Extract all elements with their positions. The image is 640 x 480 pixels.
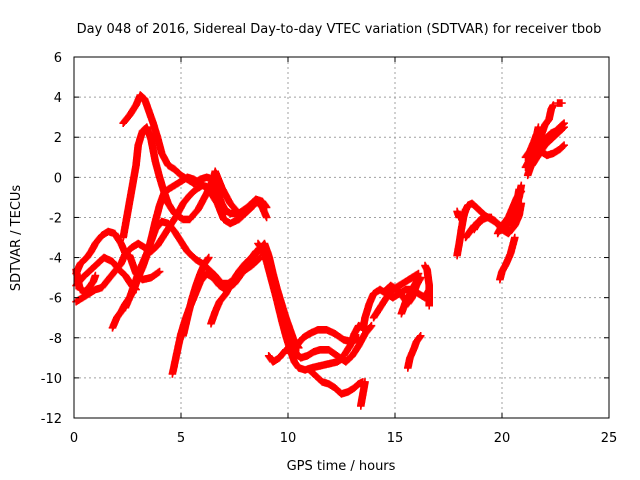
data-series [357,378,369,410]
data-point-markers [72,265,100,296]
y-tick-label: -12 [41,412,62,427]
data-point-markers [553,99,566,107]
y-tick-label: 6 [54,51,62,66]
y-tick-label: -6 [49,292,62,307]
data-point-markers [496,233,519,284]
x-tick-label: 10 [280,431,297,446]
data-point-markers [357,378,369,410]
data-series [508,181,526,224]
data-point-markers [508,181,526,224]
data-series [404,332,425,372]
data-series [496,233,519,284]
data-series [72,265,100,296]
x-axis-label: GPS time / hours [287,459,396,474]
data-point-markers [264,346,303,366]
data-point-markers [339,321,367,360]
x-tick-label: 15 [387,431,404,446]
data-point-markers [72,181,271,306]
x-tick-label: 0 [70,431,78,446]
data-point-markers [404,332,425,372]
y-tick-label: 2 [54,131,62,146]
y-tick-label: -10 [41,372,62,387]
y-axis-label: SDTVAR / TECUs [9,185,24,292]
y-tick-label: -2 [49,211,62,226]
x-tick-label: 25 [601,431,618,446]
y-tick-label: 0 [54,171,62,186]
chart-title: Day 048 of 2016, Sidereal Day-to-day VTE… [77,22,602,37]
y-tick-label: 4 [54,91,62,106]
data-series [397,273,423,318]
x-tick-label: 5 [177,431,185,446]
y-tick-label: -4 [49,252,62,267]
data-point-markers [528,123,568,170]
data-point-markers [421,261,433,310]
data-point-markers [521,131,540,162]
data-series [528,123,568,170]
y-tick-label: -8 [49,332,62,347]
data-point-markers [305,366,367,398]
data-series [553,99,566,107]
tick-layer: 0 5 10 15 20 25 -12 -10 -8 -6 -4 -2 0 2 4 6 [41,51,618,446]
data-series [305,366,367,398]
plot-frame [73,56,610,419]
data-series [72,181,271,306]
data-series [179,253,213,340]
x-tick-label: 20 [494,431,511,446]
data-series [264,346,303,366]
data-series [421,261,433,310]
series-layer [72,91,568,410]
data-point-markers [397,273,423,318]
data-point-markers [179,253,213,340]
data-series [339,321,367,360]
data-series [521,131,540,162]
